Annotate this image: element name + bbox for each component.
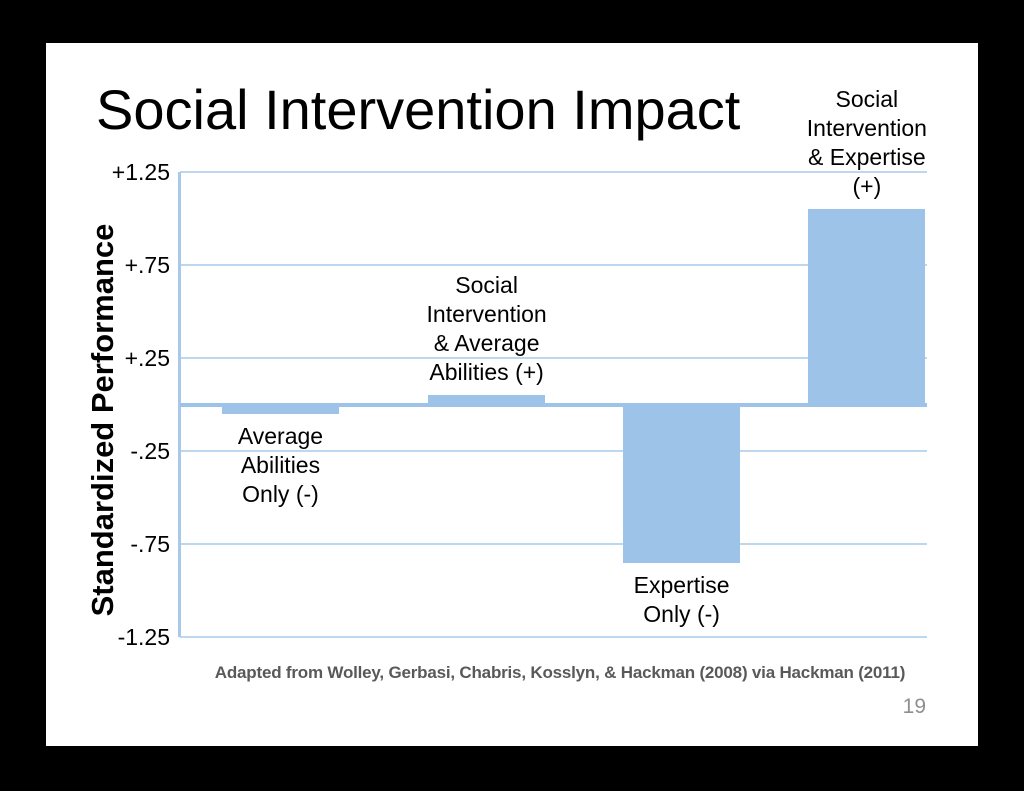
gridline xyxy=(180,264,927,266)
slide-title: Social Intervention Impact xyxy=(96,78,741,141)
bar xyxy=(808,209,926,405)
y-tick-label: -1.25 xyxy=(117,624,170,650)
y-tick-labels: +1.25 +.75 +.25 -.25 -.75 -1.25 xyxy=(46,159,174,650)
y-tick-label: -.25 xyxy=(130,438,170,464)
zero-baseline xyxy=(180,402,927,407)
y-tick-label: +.75 xyxy=(124,252,170,278)
bar-label-line: Intervention xyxy=(806,115,927,142)
bar-label-line: Average xyxy=(237,422,324,449)
source-caption: Adapted from Wolley, Gerbasi, Chabris, K… xyxy=(214,663,906,682)
gridline xyxy=(180,636,927,638)
gridline xyxy=(180,171,927,173)
y-tick-label: -.75 xyxy=(130,531,170,557)
bar-label: Average Abilities Only (-) xyxy=(238,422,323,509)
bar-label: Social Intervention & Expertise (+) xyxy=(807,85,927,201)
bar-label-line: Abilities xyxy=(240,451,321,478)
y-tick-label: +1.25 xyxy=(111,159,170,185)
bar xyxy=(221,404,340,414)
bar-label-line: (+) xyxy=(852,173,882,200)
gridline xyxy=(180,450,927,452)
y-tick-label: +.25 xyxy=(124,345,170,371)
bar xyxy=(622,404,741,563)
bar-label: Expertise Only (-) xyxy=(634,571,730,629)
slide: Social Intervention Impact Standardized … xyxy=(46,43,978,746)
bar-label-line: Social xyxy=(455,272,518,299)
bar-label-line: Abilities (+) xyxy=(429,359,544,386)
gridline xyxy=(180,543,927,545)
bar-label-line: & Average xyxy=(433,330,540,357)
bar-label-line: Intervention xyxy=(426,301,547,328)
bar xyxy=(428,395,546,405)
bar-label-line: Only (-) xyxy=(643,600,720,627)
y-axis-line xyxy=(178,172,181,637)
bar-label-line: Only (-) xyxy=(242,480,319,507)
plot-area: Average Abilities Only (-) Social Interventi… xyxy=(178,86,927,638)
gridline xyxy=(180,357,927,359)
bar-label-line: Social xyxy=(835,86,899,113)
bar-label: Social Intervention & Average Abilities (+) xyxy=(427,271,547,387)
page-number: 19 xyxy=(902,695,926,718)
bar-label-line: Expertise xyxy=(633,571,730,598)
bar-label-line: & Expertise xyxy=(808,144,926,171)
